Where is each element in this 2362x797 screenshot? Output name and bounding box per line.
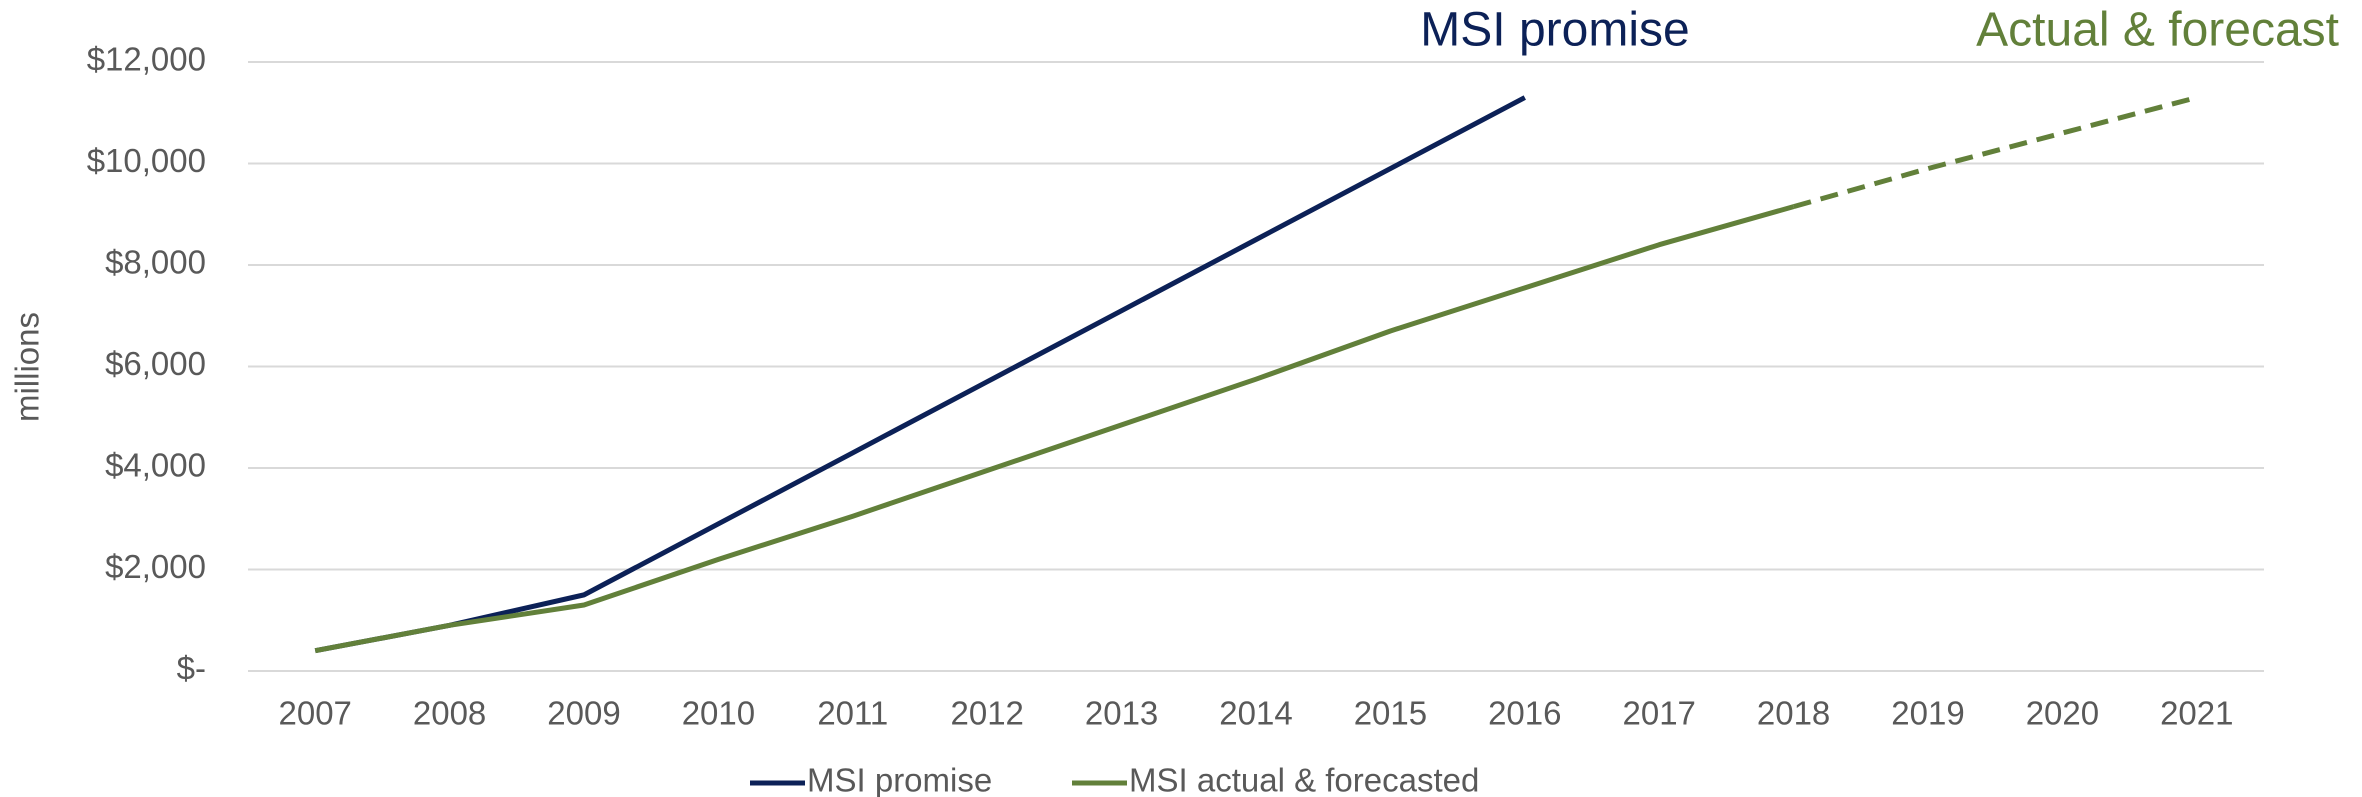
x-tick-label: 2007 [278, 695, 351, 732]
x-tick-label: 2008 [413, 695, 486, 732]
y-tick-label: $- [177, 650, 206, 687]
x-tick-label: 2014 [1219, 695, 1292, 732]
y-tick-label: $8,000 [105, 244, 206, 281]
x-tick-label: 2012 [950, 695, 1023, 732]
x-tick-label: 2016 [1488, 695, 1561, 732]
x-tick-label: 2011 [817, 695, 888, 732]
y-tick-label: $2,000 [105, 548, 206, 585]
x-tick-label: 2013 [1085, 695, 1158, 732]
x-tick-label: 2010 [682, 695, 755, 732]
y-tick-label: $10,000 [87, 142, 206, 179]
series-line [314, 204, 1795, 654]
x-tick-label: 2021 [2160, 695, 2233, 732]
x-tick-label: 2009 [547, 695, 620, 732]
series-line-dashed [1792, 95, 2198, 210]
x-tick-label: 2017 [1622, 695, 1695, 732]
y-axis-label: millions [9, 312, 46, 422]
y-tick-label: $4,000 [105, 447, 206, 484]
x-tick-label: 2018 [1757, 695, 1830, 732]
legend-label: MSI promise [807, 762, 992, 797]
y-tick-label: $12,000 [87, 41, 206, 78]
series-line [314, 95, 1526, 654]
annotation: MSI promise [1420, 4, 1689, 57]
y-tick-label: $6,000 [105, 345, 206, 382]
legend-label: MSI actual & forecasted [1129, 762, 1479, 797]
x-tick-label: 2020 [2026, 695, 2099, 732]
x-tick-label: 2019 [1891, 695, 1964, 732]
x-tick-label: 2015 [1354, 695, 1427, 732]
annotation: Actual & forecast [1976, 4, 2339, 57]
